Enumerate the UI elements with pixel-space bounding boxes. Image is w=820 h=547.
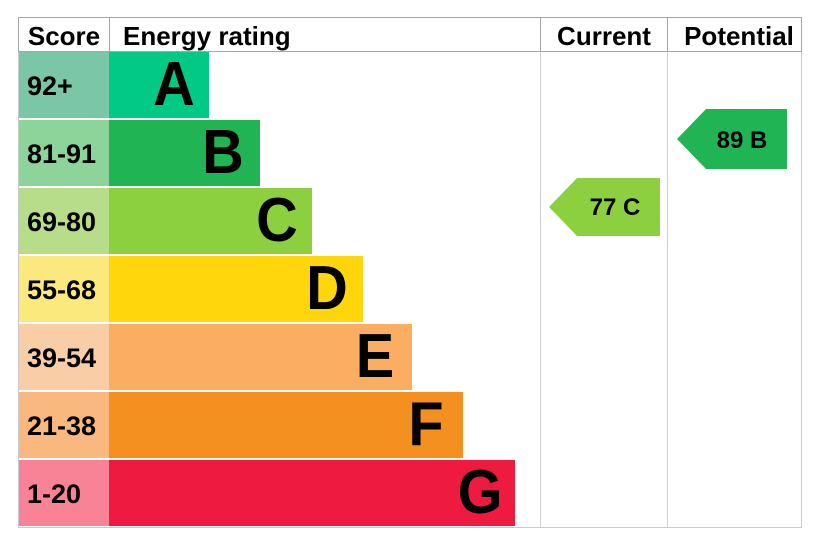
svg-text:89 B: 89 B — [717, 127, 768, 154]
svg-text:77 C: 77 C — [590, 194, 641, 221]
